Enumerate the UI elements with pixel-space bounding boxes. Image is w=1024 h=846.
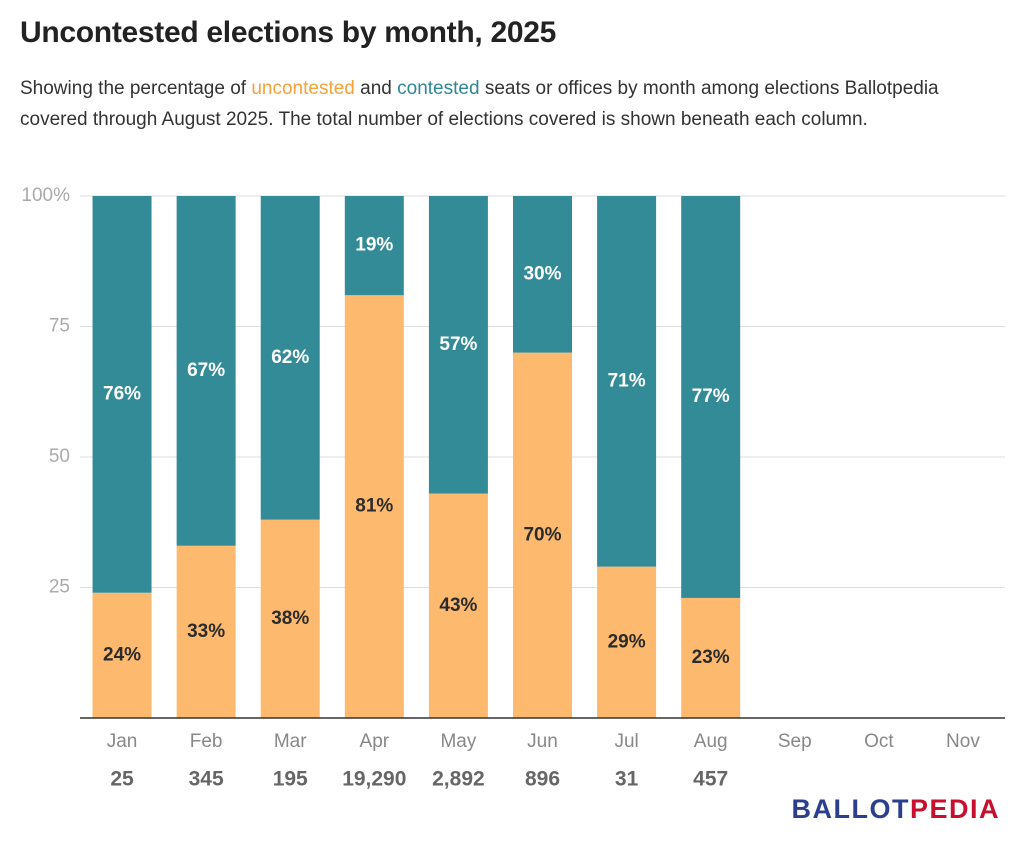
x-tick-label: May (440, 731, 476, 752)
legend-contested: contested (397, 78, 480, 99)
value-label: 70% (523, 524, 561, 545)
value-label: 62% (271, 347, 309, 368)
subtitle-text: seats or offices by month among election… (20, 78, 939, 130)
total-label: 896 (525, 768, 560, 791)
total-label: 457 (693, 768, 728, 791)
bar-segment (92, 592, 152, 718)
bar-segment (428, 493, 488, 718)
total-label: 195 (273, 768, 308, 791)
x-tick-label: Oct (864, 731, 894, 752)
logo-part: BALLOT (791, 794, 909, 824)
value-label: 29% (608, 631, 646, 652)
value-label: 23% (692, 647, 730, 668)
bar-segment (176, 545, 236, 718)
chart-subtitle: Showing the percentage of uncontested an… (20, 73, 980, 135)
bar-segment (681, 597, 741, 718)
value-label: 38% (271, 608, 309, 629)
value-label: 81% (355, 496, 393, 517)
bar-segment (260, 519, 320, 718)
subtitle-text: and (354, 78, 398, 99)
value-label: 67% (187, 360, 225, 381)
value-label: 57% (439, 334, 477, 355)
value-label: 77% (692, 386, 730, 407)
total-label: 345 (189, 768, 224, 791)
y-tick-label: 25 (49, 577, 70, 598)
x-tick-label: Feb (190, 731, 223, 752)
bar-segment (428, 196, 488, 494)
x-tick-label: Jun (527, 731, 558, 752)
logo: BALLOTPEDIA (791, 794, 1000, 824)
x-tick-label: Sep (778, 731, 812, 752)
bar-segment (176, 196, 236, 546)
y-tick-label: 50 (49, 446, 70, 467)
x-tick-label: Nov (946, 731, 980, 752)
bar-segment (344, 196, 404, 296)
x-tick-label: Aug (694, 731, 728, 752)
total-label: 19,290 (342, 768, 406, 791)
value-label: 43% (439, 595, 477, 616)
value-label: 30% (523, 263, 561, 284)
value-label: 71% (608, 370, 646, 391)
logo-part: PEDIA (910, 794, 1000, 824)
bar-segment (92, 196, 152, 593)
x-tick-label: Mar (274, 731, 307, 752)
value-label: 33% (187, 621, 225, 642)
bar-segment (681, 196, 741, 598)
value-label: 24% (103, 644, 141, 665)
legend-uncontested: uncontested (251, 78, 355, 99)
y-tick-label: 75 (49, 316, 70, 337)
x-tick-label: Apr (360, 731, 390, 752)
y-tick-label: 100% (21, 185, 70, 206)
total-label: 25 (110, 768, 134, 791)
bar-segment (597, 196, 657, 567)
bar-segment (344, 295, 404, 718)
x-tick-label: Jul (614, 731, 638, 752)
value-label: 76% (103, 383, 141, 404)
chart-title: Uncontested elections by month, 2025 (20, 16, 556, 49)
total-label: 2,892 (432, 768, 485, 791)
total-label: 31 (615, 768, 639, 791)
bar-segment (513, 352, 572, 718)
x-tick-label: Jan (107, 731, 138, 752)
bar-segment (260, 196, 320, 520)
bar-segment (597, 566, 657, 718)
bar-segment (513, 196, 572, 353)
subtitle-text: Showing the percentage of (20, 78, 252, 99)
value-label: 19% (355, 235, 393, 256)
